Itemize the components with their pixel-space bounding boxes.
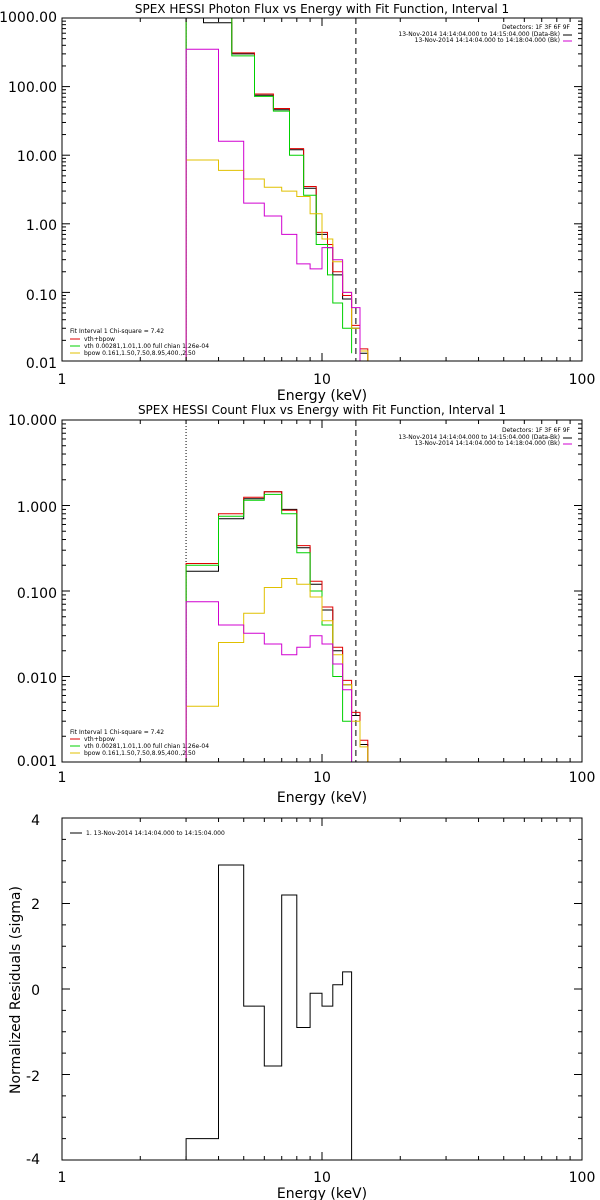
y-tick-label: -2 bbox=[26, 1069, 40, 1085]
x-tick-label: 10 bbox=[313, 372, 331, 388]
vertical-lines bbox=[185, 18, 357, 361]
x-axis-label: Energy (keV) bbox=[277, 790, 367, 806]
series-bk bbox=[185, 48, 361, 361]
y-tick-label: 1.000 bbox=[17, 500, 57, 516]
y-tick-label: 10.00 bbox=[17, 149, 57, 165]
y-tick-label: 0.10 bbox=[26, 288, 57, 304]
legend-entry-bk: 13-Nov-2014 14:14:04.000 to 14:18:04.000… bbox=[415, 37, 560, 44]
x-tick-label: 1 bbox=[58, 372, 67, 388]
plot-frame bbox=[61, 17, 583, 362]
series-vth bbox=[185, 493, 353, 762]
y-tick-label: 0 bbox=[31, 983, 40, 999]
y-tick-label: 10.000 bbox=[8, 413, 57, 429]
series-group bbox=[185, 491, 376, 763]
x-tick-label: 10 bbox=[313, 770, 331, 786]
y-tick-label: 0.010 bbox=[17, 671, 57, 687]
series-group bbox=[185, 864, 353, 1160]
legend-detectors: Detectors: 1F 3F 6F 9F bbox=[502, 427, 571, 434]
x-tick-label: 1 bbox=[58, 1170, 67, 1186]
panel-photon-flux: SPEX HESSI Photon Flux vs Energy with Fi… bbox=[0, 2, 595, 404]
plot-frame bbox=[61, 419, 583, 763]
y-tick-label: 2 bbox=[31, 897, 40, 913]
y-axis-label: Normalized Residuals (sigma) bbox=[8, 886, 24, 1094]
series-group bbox=[185, 17, 376, 362]
panel-residuals: 4 2 0 -2 -4 1 10 100 Energy (keV) Normal… bbox=[8, 813, 595, 1200]
legend-entry-vth-bpow: vth+bpow bbox=[84, 736, 115, 743]
chart-title: SPEX HESSI Count Flux vs Energy with Fit… bbox=[138, 403, 506, 417]
series-vth-bpow bbox=[185, 491, 369, 762]
series-bpow bbox=[185, 159, 376, 362]
y-tick-label: 1.00 bbox=[26, 218, 57, 234]
y-tick-label: 1000.00 bbox=[0, 10, 57, 26]
legend-fit-header: Fit Interval 1 Chi-square = 7.42 bbox=[70, 328, 164, 335]
y-tick-label: 4 bbox=[31, 813, 40, 829]
legend-detectors: Detectors: 1F 3F 6F 9F bbox=[502, 24, 571, 31]
legend-entry-bpow: bpow 0.161,1.50,7.50,8.95,400.,2.50 bbox=[84, 750, 196, 757]
y-tick-label: 0.100 bbox=[17, 586, 57, 602]
y-tick-label: -4 bbox=[26, 1152, 40, 1168]
legend-entry-bpow: bpow 0.161,1.50,7.50,8.95,400.,2.50 bbox=[84, 350, 196, 357]
legend-entry-vth: vth 0.00281,1.01,1.00 full chian 1.26e-0… bbox=[84, 743, 209, 750]
x-tick-label: 10 bbox=[313, 1170, 331, 1186]
x-tick-label: 1 bbox=[58, 770, 67, 786]
legend-entry-data-bk: 13-Nov-2014 14:14:04.000 to 14:15:04.000… bbox=[398, 31, 560, 38]
legend-entry-vth-bpow: vth+bpow bbox=[84, 336, 115, 343]
x-axis-label: Energy (keV) bbox=[277, 1186, 367, 1200]
legend-entry-data-bk: 13-Nov-2014 14:14:04.000 to 14:15:04.000… bbox=[398, 434, 560, 441]
legend-fit-header: Fit Interval 1 Chi-square = 7.42 bbox=[70, 729, 164, 736]
plot-frame bbox=[61, 817, 583, 1161]
y-tick-label: 0.01 bbox=[26, 356, 57, 372]
x-tick-label: 100 bbox=[569, 1170, 596, 1186]
legend-entry-bk: 13-Nov-2014 14:14:04.000 to 14:18:04.000… bbox=[415, 440, 560, 447]
series-data-bk bbox=[185, 17, 369, 361]
series-data-bk bbox=[185, 491, 369, 762]
x-tick-label: 100 bbox=[569, 770, 596, 786]
x-axis-label: Energy (keV) bbox=[277, 388, 367, 404]
chart-title: SPEX HESSI Photon Flux vs Energy with Fi… bbox=[135, 2, 509, 16]
series-residuals bbox=[185, 864, 353, 1160]
legend-entry-vth: vth 0.00281,1.01,1.00 full chian 1.26e-0… bbox=[84, 343, 209, 350]
tick-marks bbox=[61, 18, 582, 362]
x-tick-label: 100 bbox=[569, 372, 596, 388]
series-vth-bpow bbox=[185, 17, 369, 361]
legend-entry-residuals: 1. 13-Nov-2014 14:14:04.000 to 14:15:04.… bbox=[86, 830, 225, 837]
y-tick-label: 100.00 bbox=[8, 80, 57, 96]
y-tick-label: 0.001 bbox=[17, 754, 57, 770]
series-bpow bbox=[185, 578, 376, 763]
panel-count-flux: SPEX HESSI Count Flux vs Energy with Fit… bbox=[8, 403, 595, 806]
vertical-lines bbox=[185, 420, 357, 762]
tick-marks bbox=[61, 817, 582, 1161]
series-vth bbox=[185, 17, 353, 361]
series-bk bbox=[185, 601, 353, 762]
